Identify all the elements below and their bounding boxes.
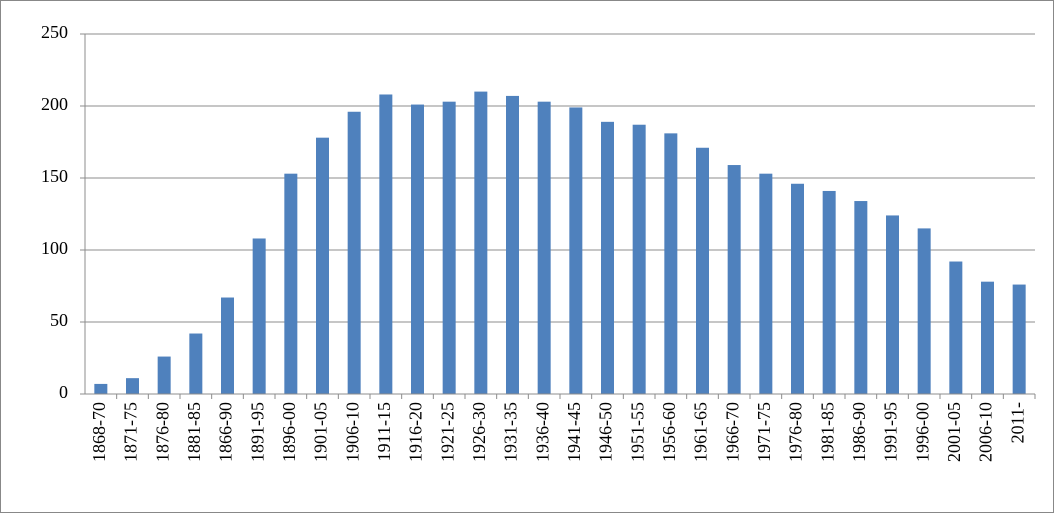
x-tick-label: 1866-90: [216, 402, 236, 462]
x-tick-label: 1976-80: [786, 402, 806, 462]
bar: [442, 101, 456, 395]
x-tick-label: 1876-80: [152, 402, 172, 462]
x-tick-label: 1911-15: [374, 402, 394, 461]
x-tick-label: 1921-25: [437, 402, 457, 462]
y-tick-label: 100: [41, 238, 68, 258]
bar: [347, 111, 361, 394]
bar: [632, 124, 646, 394]
x-tick-label: 1901-05: [311, 402, 331, 462]
bar: [854, 201, 868, 394]
x-tick-label: 2006-10: [976, 402, 996, 462]
x-tick-label: 1971-75: [754, 402, 774, 462]
x-tick-label: 1896-00: [279, 402, 299, 462]
x-tick-label: 2001-05: [944, 402, 964, 462]
x-tick-label: 1881-85: [184, 402, 204, 462]
bar: [949, 261, 963, 394]
bar: [917, 228, 931, 394]
x-tick-label: 1951-55: [627, 402, 647, 462]
x-tick-label: 2011-: [1007, 402, 1027, 443]
x-tick-label: 1981-85: [817, 402, 837, 462]
x-tick-label: 1906-10: [342, 402, 362, 462]
bar: [94, 383, 108, 394]
bar: [537, 101, 551, 395]
y-tick-label: 250: [41, 22, 68, 42]
y-tick-label: 150: [41, 166, 68, 186]
bar: [157, 356, 171, 394]
x-tick-label: 1916-20: [406, 402, 426, 462]
x-tick-label: 1868-70: [89, 402, 109, 462]
bar: [506, 95, 519, 395]
x-tick-label: 1956-60: [659, 402, 679, 462]
x-tick-label: 1986-90: [849, 402, 869, 462]
bar: [474, 91, 488, 394]
x-tick-label: 1931-35: [501, 402, 521, 462]
bar: [696, 147, 709, 394]
bar: [886, 215, 899, 394]
bar: [252, 238, 266, 394]
bar: [284, 173, 298, 394]
bar: [379, 94, 393, 394]
bar: [126, 378, 139, 394]
x-tick-label: 1991-95: [881, 402, 901, 462]
x-tick-label: 1961-65: [691, 402, 711, 462]
bar: [316, 137, 329, 394]
bar: [664, 133, 678, 395]
x-tick-label: 1891-95: [247, 402, 267, 462]
bar: [221, 297, 234, 394]
y-tick-label: 200: [41, 94, 68, 114]
bar: [759, 173, 773, 394]
x-tick-label: 1936-40: [532, 402, 552, 462]
bar: [727, 165, 741, 394]
bar: [569, 107, 583, 394]
bar: [981, 281, 994, 394]
bar: [189, 333, 203, 394]
bar: [411, 104, 424, 394]
y-tick-label: 50: [50, 310, 68, 330]
x-tick-label: 1966-70: [722, 402, 742, 462]
x-tick-label: 1946-50: [596, 402, 616, 462]
bar: [822, 190, 836, 394]
bar: [601, 121, 614, 394]
x-tick-label: 1871-75: [121, 402, 141, 462]
bar: [1012, 284, 1026, 394]
y-tick-label: 0: [59, 382, 68, 402]
bar: [791, 183, 804, 394]
x-tick-label: 1926-30: [469, 402, 489, 462]
x-tick-label: 1996-00: [912, 402, 932, 462]
x-tick-label: 1941-45: [564, 402, 584, 462]
